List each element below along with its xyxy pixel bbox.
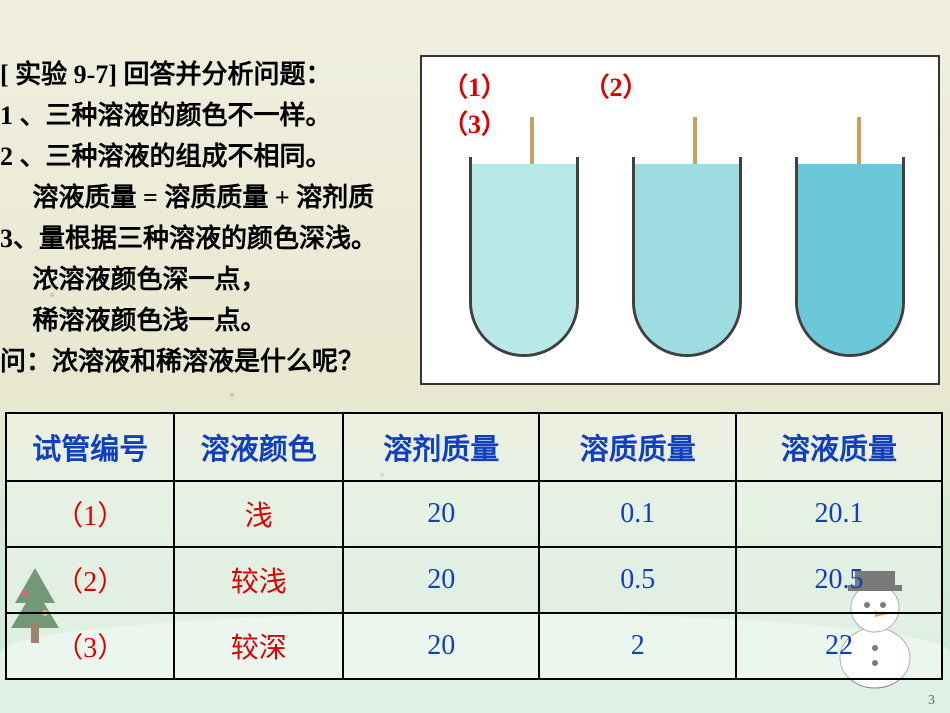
test-tube-2 (622, 147, 752, 367)
col-color: 溶液颜色 (174, 413, 342, 481)
cell-solution: 22 (736, 613, 942, 679)
tube-labels: （1） （2） （3） (442, 67, 719, 141)
cell-id: （2） (6, 547, 174, 613)
line-1: 1 、三种溶液的颜色不一样。 (0, 96, 430, 135)
table-header-row: 试管编号 溶液颜色 溶剂质量 溶质质量 溶液质量 (6, 413, 942, 481)
col-solute: 溶质质量 (539, 413, 736, 481)
question-text: 问：浓溶液和稀溶液是什么呢？ (0, 342, 430, 381)
line-6: 稀溶液颜色浅一点。 (0, 301, 430, 340)
tube-label-3: （3） (442, 110, 507, 139)
tube-label-2: （2） (584, 73, 649, 102)
cell-solute: 2 (539, 613, 736, 679)
cell-color: 浅 (174, 481, 342, 547)
liquid-3 (798, 164, 902, 354)
page-number: 3 (928, 693, 935, 709)
cell-solute: 0.1 (539, 481, 736, 547)
line-2: 2 、三种溶液的组成不相同。 (0, 137, 430, 176)
col-solution: 溶液质量 (736, 413, 942, 481)
test-tubes-figure: （1） （2） （3） (420, 55, 940, 385)
cell-id: （3） (6, 613, 174, 679)
table-row: （1） 浅 20 0.1 20.1 (6, 481, 942, 547)
liquid-1 (472, 164, 576, 354)
cell-color: 较深 (174, 613, 342, 679)
test-tube-1 (459, 147, 589, 367)
table-row: （2） 较浅 20 0.5 20.5 (6, 547, 942, 613)
experiment-table: 试管编号 溶液颜色 溶剂质量 溶质质量 溶液质量 （1） 浅 20 0.1 20… (5, 412, 943, 680)
line-4: 3、量根据三种溶液的颜色深浅。 (0, 219, 430, 258)
cell-solvent: 20 (343, 481, 540, 547)
cell-solvent: 20 (343, 547, 540, 613)
cell-solution: 20.5 (736, 547, 942, 613)
cell-solvent: 20 (343, 613, 540, 679)
heading: [ 实验 9-7] 回答并分析问题： (0, 55, 430, 94)
cell-id: （1） (6, 481, 174, 547)
test-tube-3 (785, 147, 915, 367)
cell-solution: 20.1 (736, 481, 942, 547)
col-tube-id: 试管编号 (6, 413, 174, 481)
table-row: （3） 较深 20 2 22 (6, 613, 942, 679)
cell-color: 较浅 (174, 547, 342, 613)
line-5: 浓溶液颜色深一点， (0, 260, 430, 299)
tube-label-1: （1） (442, 73, 507, 102)
line-3: 溶液质量 = 溶质质量 + 溶剂质 (0, 178, 430, 217)
col-solvent: 溶剂质量 (343, 413, 540, 481)
content-text-block: [ 实验 9-7] 回答并分析问题： 1 、三种溶液的颜色不一样。 2 、三种溶… (0, 55, 430, 383)
cell-solute: 0.5 (539, 547, 736, 613)
liquid-2 (635, 164, 739, 354)
